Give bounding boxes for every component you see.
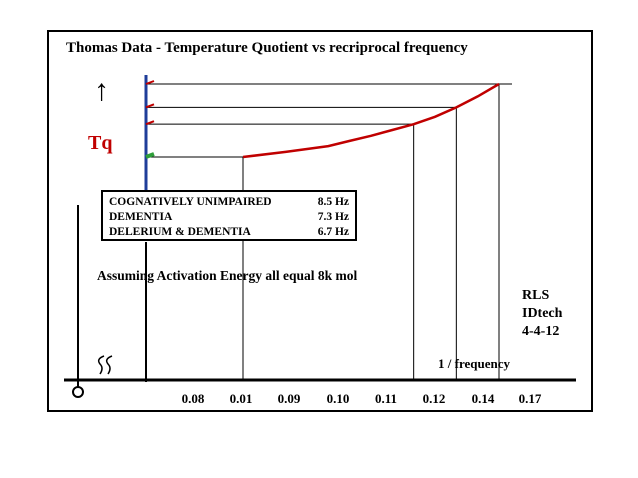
y-axis-tick [145,103,155,109]
legend-value: 8.5 Hz [317,196,349,208]
x-tick-label: 0.11 [374,391,398,406]
y-axis-marker [145,152,155,159]
author-org: IDtech [522,306,563,321]
legend-label: DEMENTIA [109,211,173,223]
x-tick-label: 0.12 [422,391,446,406]
legend-value: 6.7 Hz [317,226,349,238]
series-line [242,82,500,159]
guide-lines [146,83,512,380]
axis-origin-circle [72,386,84,398]
y-axis-tick [145,80,155,85]
x-axis-label: 1 / frequency [438,356,510,371]
x-tick-label: 0.14 [471,391,495,406]
x-tick-label: 0.17 [518,391,542,406]
x-tick-label: 0.09 [277,391,301,406]
arrow-up-icon: ↑ [94,74,109,107]
x-tick-label: 0.01 [229,391,253,406]
x-tick-label: 0.08 [181,391,205,406]
author-initials: RLS [522,288,550,303]
axis-break-symbol [97,355,113,375]
legend-value: 7.3 Hz [317,211,349,223]
chart-title: Thomas Data - Temperature Quotient vs re… [66,40,468,56]
assumption-note: Assuming Activation Energy all equal 8k … [97,268,358,283]
y-axis-label: Tq [88,132,113,154]
x-tick-label: 0.10 [326,391,350,406]
legend-row: DELERIUM & DEMENTIA 6.7 Hz [109,225,349,240]
legend-box: COGNATIVELY UNIMPAIRED 8.5 Hz DEMENTIA 7… [101,190,357,241]
legend-label: COGNATIVELY UNIMPAIRED [109,196,272,208]
legend-row: DEMENTIA 7.3 Hz [109,210,349,225]
y-axis-tick [145,120,155,126]
y-ticks [145,80,155,159]
legend-label: DELERIUM & DEMENTIA [109,226,251,238]
curve-layer [242,82,500,159]
author-date: 4-4-12 [522,324,560,339]
legend-row: COGNATIVELY UNIMPAIRED 8.5 Hz [109,195,349,210]
